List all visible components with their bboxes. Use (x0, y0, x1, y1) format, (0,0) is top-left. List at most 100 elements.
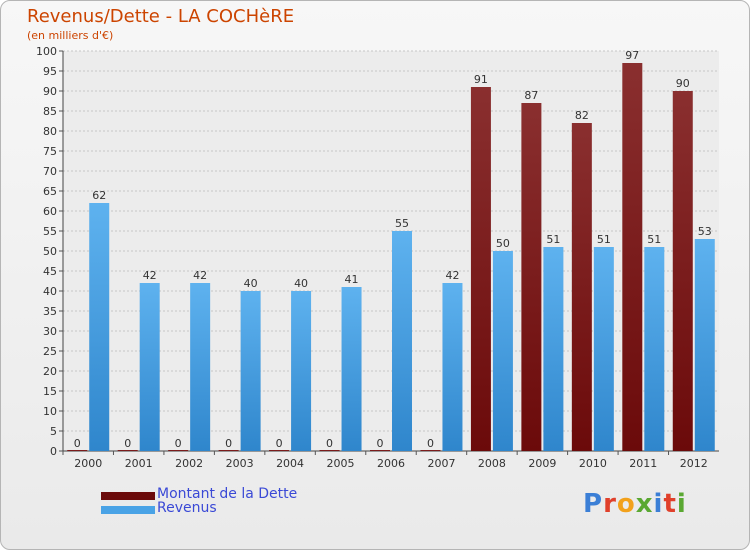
y-tick-label: 30 (43, 325, 57, 338)
bar-revenus (89, 203, 110, 451)
data-label: 55 (395, 217, 409, 230)
data-label: 53 (698, 225, 712, 238)
chart-title: Revenus/Dette - LA COCHèRE (27, 6, 295, 27)
bar-revenus (392, 231, 412, 451)
data-label: 42 (193, 269, 207, 282)
y-tick-label: 5 (50, 425, 57, 438)
logo-letter: i (676, 489, 687, 519)
y-tick-label: 80 (43, 125, 57, 138)
x-tick-label: 2002 (175, 457, 203, 470)
y-tick-label: 10 (43, 405, 57, 418)
bar-dette (470, 87, 491, 451)
data-label: 0 (377, 437, 384, 450)
legend-label-dette: Montant de la Dette (157, 486, 298, 502)
data-label: 42 (445, 269, 459, 282)
y-tick-label: 15 (43, 385, 57, 398)
bar-revenus (543, 247, 564, 451)
y-tick-label: 45 (43, 265, 57, 278)
bar-revenus (442, 283, 463, 451)
bar-revenus (190, 283, 211, 451)
bar-revenus (139, 283, 160, 451)
y-tick-label: 90 (43, 85, 57, 98)
y-tick-label: 75 (43, 145, 57, 158)
bar-dette (420, 450, 441, 451)
data-label: 40 (294, 277, 308, 290)
x-tick-label: 2006 (377, 457, 405, 470)
proxiti-logo: Proxiti (583, 489, 687, 519)
bar-dette (319, 450, 340, 451)
y-tick-label: 60 (43, 205, 57, 218)
y-tick-label: 95 (43, 65, 57, 78)
data-label: 0 (124, 437, 131, 450)
logo-letter: i (653, 489, 664, 519)
y-tick-label: 35 (43, 305, 57, 318)
bar-dette (67, 450, 88, 451)
bar-revenus (492, 251, 513, 451)
bar-dette (622, 63, 643, 451)
logo-letter: o (616, 489, 636, 519)
x-tick-label: 2007 (427, 457, 455, 470)
data-label: 97 (625, 49, 639, 62)
logo-letter: r (603, 489, 617, 519)
bar-revenus (240, 291, 261, 451)
bar-revenus (291, 291, 312, 451)
data-label: 91 (474, 73, 488, 86)
y-tick-label: 25 (43, 345, 57, 358)
bar-revenus (694, 239, 715, 451)
y-tick-label: 70 (43, 165, 57, 178)
data-label: 40 (244, 277, 258, 290)
logo-letter: P (583, 489, 604, 519)
y-tick-label: 100 (36, 45, 57, 58)
logo-letter: t (663, 489, 677, 519)
bar-revenus (593, 247, 614, 451)
x-tick-label: 2008 (478, 457, 506, 470)
bar-dette (218, 450, 239, 451)
data-label: 87 (524, 89, 538, 102)
data-label: 42 (143, 269, 157, 282)
data-label: 90 (676, 77, 690, 90)
x-tick-label: 2004 (276, 457, 304, 470)
bar-dette (571, 123, 592, 451)
bar-dette (269, 450, 290, 451)
x-tick-label: 2005 (327, 457, 355, 470)
data-label: 0 (326, 437, 333, 450)
data-label: 82 (575, 109, 589, 122)
data-label: 0 (175, 437, 182, 450)
data-label: 0 (276, 437, 283, 450)
y-tick-label: 50 (43, 245, 57, 258)
x-tick-label: 2011 (629, 457, 657, 470)
bar-dette (521, 103, 542, 451)
legend-swatch-dette (101, 492, 155, 500)
bar-revenus (644, 247, 665, 451)
logo-letter: x (635, 489, 654, 519)
bar-dette (672, 91, 693, 451)
data-label: 50 (496, 237, 510, 250)
y-tick-label: 55 (43, 225, 57, 238)
y-tick-label: 40 (43, 285, 57, 298)
x-tick-label: 2010 (579, 457, 607, 470)
x-tick-label: 2003 (226, 457, 254, 470)
data-label: 51 (597, 233, 611, 246)
legend-swatch-revenus (101, 506, 155, 514)
data-label: 41 (345, 273, 359, 286)
data-label: 51 (647, 233, 661, 246)
bar-dette (370, 450, 390, 451)
data-label: 0 (74, 437, 81, 450)
y-tick-label: 0 (50, 445, 57, 458)
bar-revenus (341, 287, 362, 451)
bar-dette (117, 450, 138, 451)
y-tick-label: 85 (43, 105, 57, 118)
legend-label-revenus: Revenus (157, 500, 217, 516)
x-tick-label: 2012 (680, 457, 708, 470)
x-tick-label: 2001 (125, 457, 153, 470)
y-tick-label: 65 (43, 185, 57, 198)
bar-dette (168, 450, 189, 451)
data-label: 0 (427, 437, 434, 450)
data-label: 51 (546, 233, 560, 246)
y-tick-label: 20 (43, 365, 57, 378)
data-label: 62 (92, 189, 106, 202)
data-label: 0 (225, 437, 232, 450)
x-tick-label: 2000 (74, 457, 102, 470)
